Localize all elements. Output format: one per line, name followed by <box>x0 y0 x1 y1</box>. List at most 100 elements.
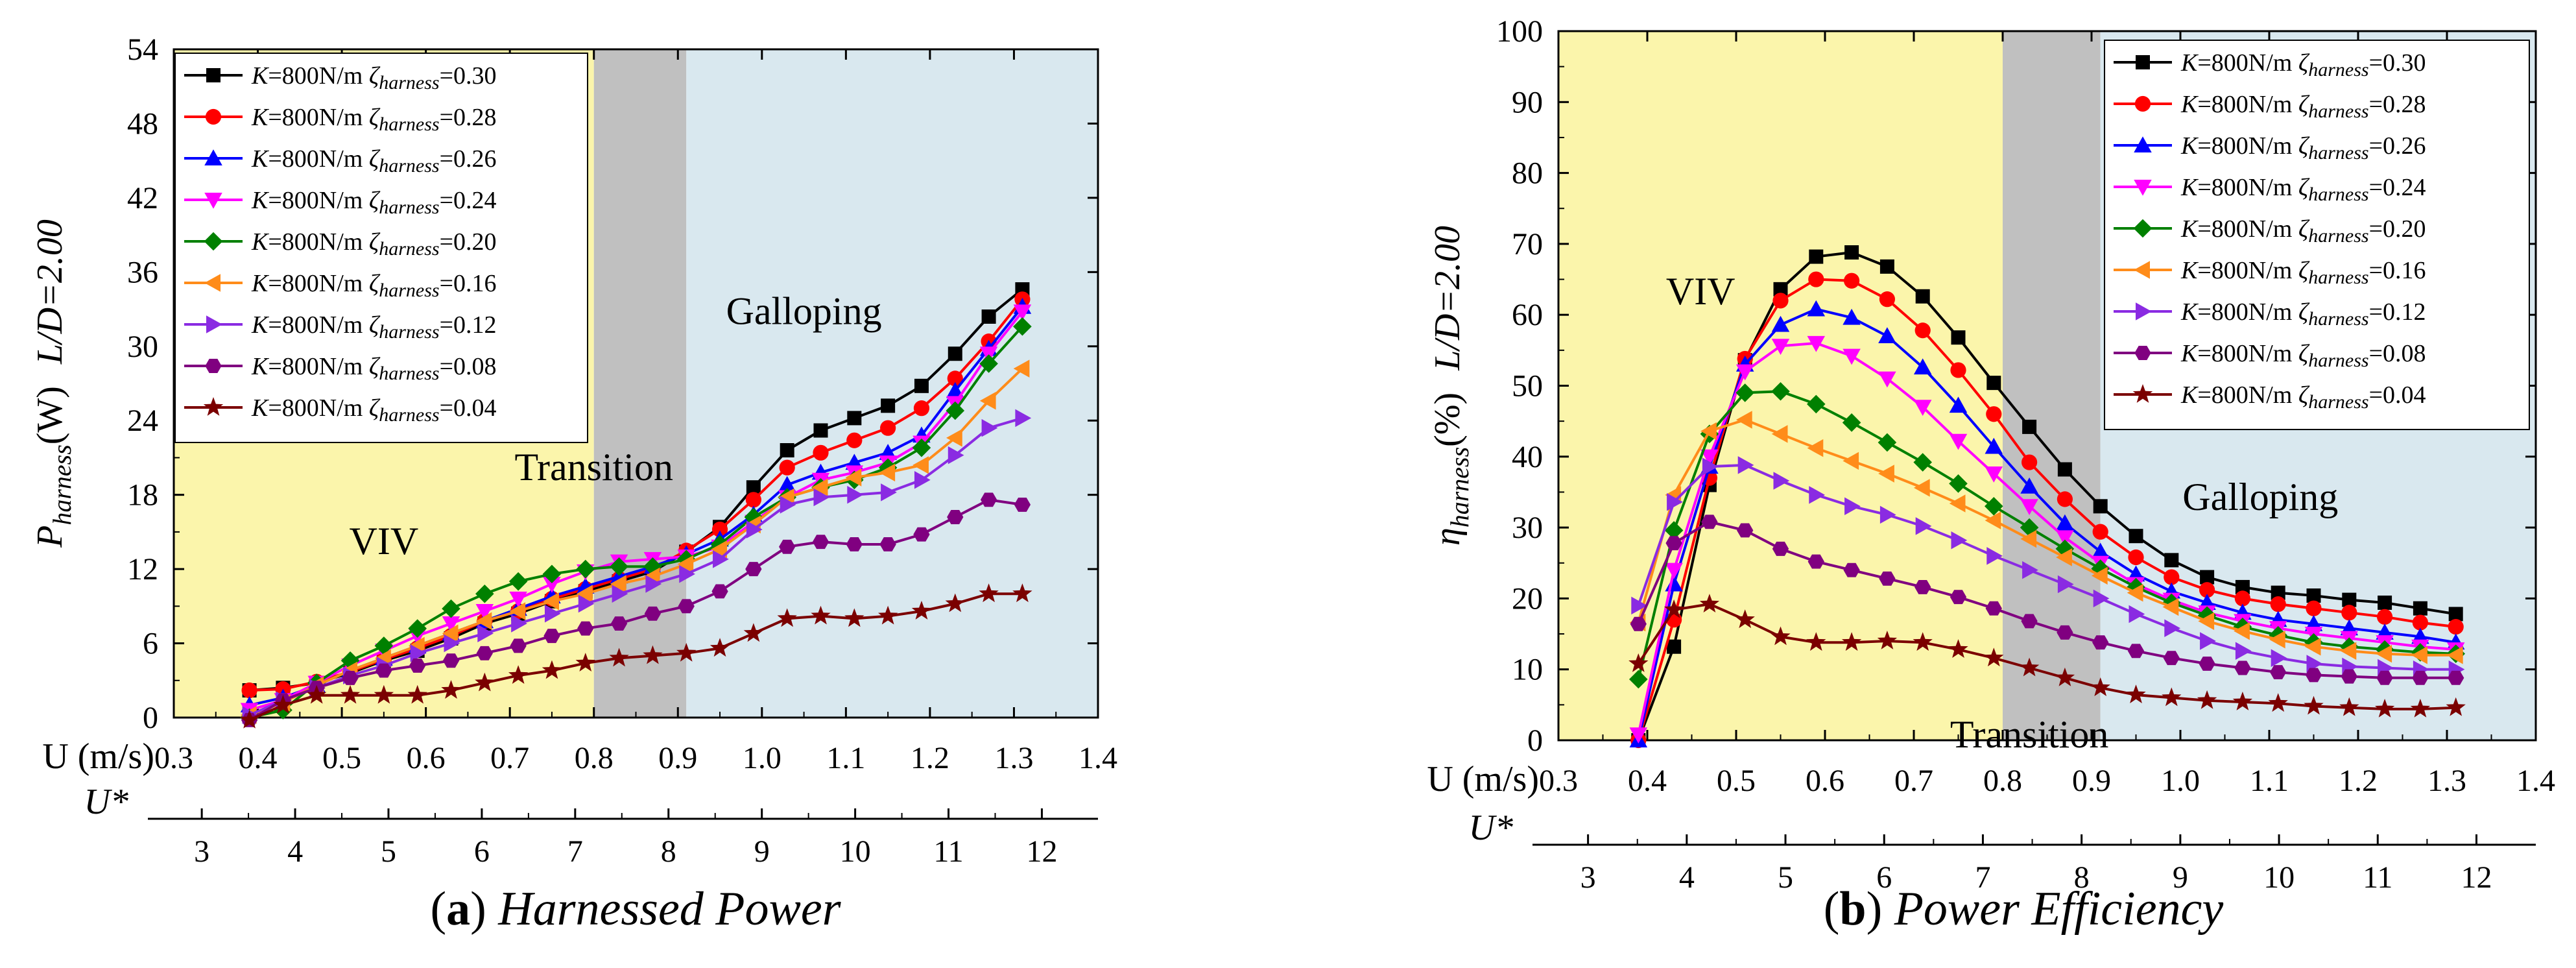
legend-item: K=800N/m ζharness=0.16 <box>184 270 497 301</box>
y-tick-label: 0 <box>143 701 158 735</box>
data-point <box>979 583 999 603</box>
data-point <box>877 605 898 625</box>
x-tick-label: 0.6 <box>407 741 446 775</box>
data-point <box>846 432 863 448</box>
data-point <box>241 682 257 699</box>
data-point <box>847 485 864 504</box>
data-point <box>1771 425 1788 443</box>
y-tick-label: 42 <box>127 181 158 215</box>
data-point <box>677 555 694 574</box>
data-point <box>2198 612 2215 631</box>
data-point <box>475 672 495 692</box>
figure-caption: (b) Power Efficiency <box>1824 882 2224 936</box>
legend-item: K=800N/m ζharness=0.20 <box>184 228 497 260</box>
data-point <box>711 521 728 538</box>
x2-tick-label: 3 <box>194 834 209 869</box>
data-point <box>2269 631 2285 649</box>
data-point <box>2376 644 2392 663</box>
x-axis-title: U (m/s) <box>1427 759 1539 799</box>
data-point <box>1629 670 1648 689</box>
legend-marker <box>2132 384 2153 403</box>
data-point <box>2162 598 2179 616</box>
data-point <box>1879 291 1895 308</box>
data-point <box>948 346 962 361</box>
x-tick-label: 0.5 <box>1717 764 1756 798</box>
data-point <box>1985 497 2003 516</box>
data-point <box>1949 396 1968 413</box>
data-point <box>1735 609 1755 629</box>
data-point <box>408 619 427 638</box>
y-tick-label: 36 <box>127 255 158 289</box>
data-point <box>2057 462 2072 477</box>
data-point <box>2020 529 2037 548</box>
data-point <box>947 370 963 387</box>
data-point <box>1773 282 1788 296</box>
data-point <box>813 488 830 507</box>
x2-tick-label: 7 <box>1975 860 1990 895</box>
legend-label: K=800N/m ζharness=0.30 <box>251 62 497 93</box>
data-point <box>1013 317 1032 336</box>
data-point <box>444 634 460 653</box>
data-point <box>2057 575 2074 594</box>
data-point <box>2342 592 2357 607</box>
data-point <box>610 575 626 593</box>
data-point <box>1771 626 1791 646</box>
data-point <box>610 557 628 576</box>
data-point <box>2056 530 2074 547</box>
data-point <box>713 550 729 568</box>
legend-marker <box>206 315 222 333</box>
y-tick-label: 10 <box>1512 653 1543 687</box>
data-point <box>2056 514 2074 531</box>
data-point <box>1807 300 1826 317</box>
legend-item: K=800N/m ζharness=0.30 <box>2114 49 2426 80</box>
figure-caption: (a) Harnessed Power <box>430 882 841 936</box>
data-point <box>1879 505 1896 524</box>
data-point <box>745 562 762 577</box>
data-point <box>2378 595 2392 610</box>
data-point <box>2304 696 2324 715</box>
data-point <box>880 420 896 436</box>
x2-tick-label: 10 <box>2263 860 2295 895</box>
x-tick-label: 1.2 <box>2339 764 2378 798</box>
data-point <box>981 309 996 324</box>
x2-tick-label: 7 <box>567 834 583 869</box>
data-point <box>1700 449 1719 466</box>
data-point <box>2090 677 2110 697</box>
data-point <box>2057 625 2073 640</box>
legend-item: K=800N/m ζharness=0.24 <box>2114 174 2426 205</box>
data-point <box>845 468 862 487</box>
data-point <box>508 572 528 591</box>
data-point <box>1913 400 1932 417</box>
data-point <box>1949 474 1968 493</box>
data-point <box>2412 670 2429 685</box>
data-point <box>2306 600 2322 616</box>
data-point <box>912 438 931 457</box>
x-tick-label: 1.0 <box>2161 764 2200 798</box>
data-point <box>2020 477 2038 494</box>
x-tick-label: 0.9 <box>2072 764 2111 798</box>
data-point <box>946 429 962 447</box>
y-tick-label: 18 <box>127 478 158 513</box>
x2-tick-label: 9 <box>754 834 770 869</box>
data-point <box>1950 590 1967 605</box>
data-point <box>2412 614 2428 631</box>
data-point <box>2093 499 2108 514</box>
data-point <box>475 603 494 620</box>
legend-label: K=800N/m ζharness=0.04 <box>2180 381 2426 413</box>
x-tick-label: 0.3 <box>154 741 193 775</box>
data-point <box>2021 614 2038 629</box>
data-point <box>812 535 829 550</box>
legend-label: K=800N/m ζharness=0.20 <box>251 228 497 260</box>
data-point <box>2126 684 2146 703</box>
legend-label: K=800N/m ζharness=0.30 <box>2180 49 2426 80</box>
x-tick-label: 1.4 <box>1079 741 1117 775</box>
legend-item: K=800N/m ζharness=0.12 <box>184 311 497 343</box>
data-point <box>1986 406 2002 422</box>
data-point <box>1014 497 1031 512</box>
x2-tick-label: 3 <box>1580 860 1596 895</box>
data-point <box>1878 465 1894 483</box>
data-point <box>643 645 663 664</box>
data-point <box>644 606 662 621</box>
data-point <box>1913 453 1932 472</box>
